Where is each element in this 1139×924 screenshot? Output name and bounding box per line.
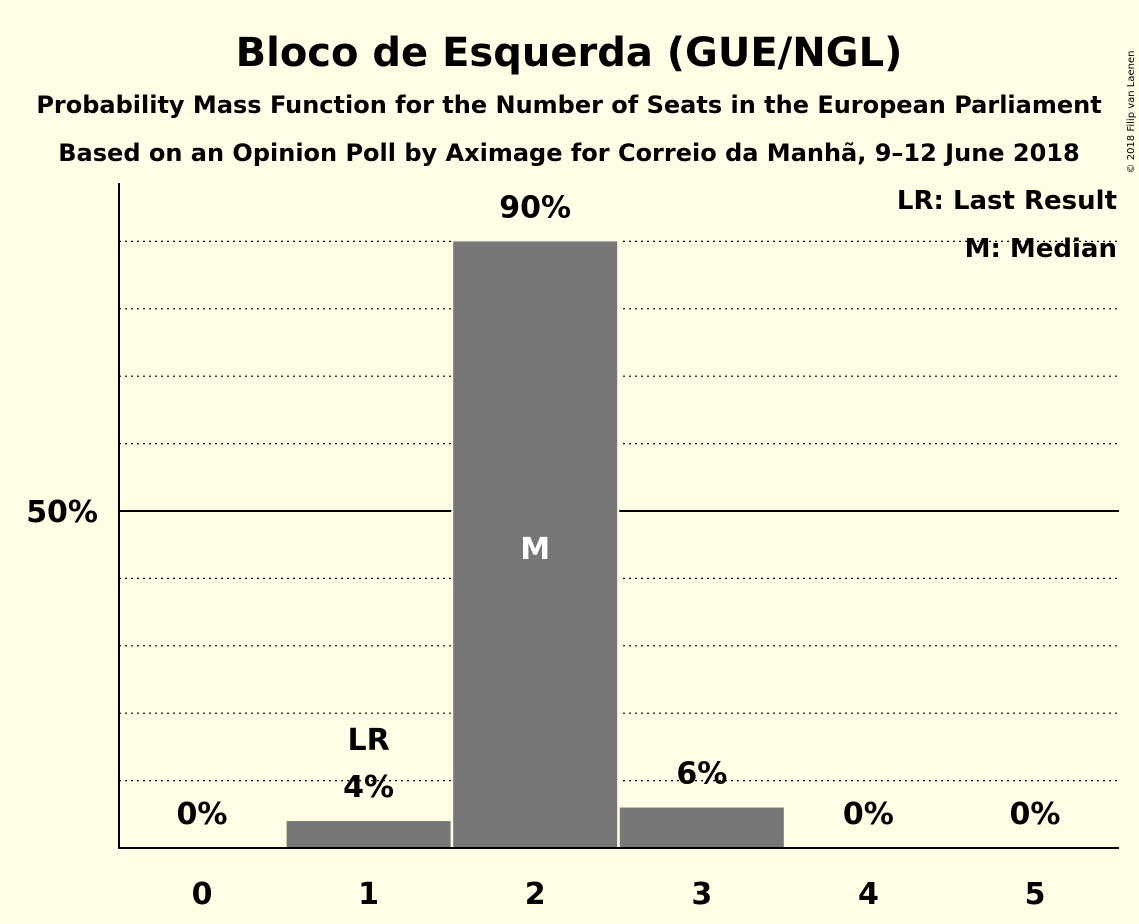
x-tick-label: 1 <box>358 877 379 912</box>
x-tick-label: 3 <box>691 877 712 912</box>
data-label: 90% <box>499 190 571 225</box>
copyright-text: © 2018 Filip van Laenen <box>1126 51 1137 174</box>
median-marker: M <box>520 532 550 567</box>
last-result-marker: LR <box>347 723 389 758</box>
data-label: 6% <box>676 757 727 792</box>
y-tick-label: 50% <box>26 495 98 530</box>
data-label: 0% <box>177 797 228 832</box>
x-tick-label: 2 <box>525 877 546 912</box>
bar-2 <box>453 241 618 848</box>
bar-3 <box>619 807 784 848</box>
x-tick-label: 0 <box>192 877 213 912</box>
chart-title: Bloco de Esquerda (GUE/NGL) <box>236 30 903 76</box>
data-label: 4% <box>343 770 394 805</box>
bar-1 <box>286 821 451 848</box>
data-label: 0% <box>843 797 894 832</box>
chart-subtitle: Probability Mass Function for the Number… <box>36 91 1101 119</box>
legend-last-result: LR: Last Result <box>897 186 1117 216</box>
x-tick-label: 4 <box>858 877 879 912</box>
legend-median: M: Median <box>965 234 1117 264</box>
chart-subtitle-2: Based on an Opinion Poll by Aximage for … <box>58 139 1079 167</box>
data-label: 0% <box>1010 797 1061 832</box>
x-tick-label: 5 <box>1025 877 1046 912</box>
bar-layer <box>284 239 786 848</box>
